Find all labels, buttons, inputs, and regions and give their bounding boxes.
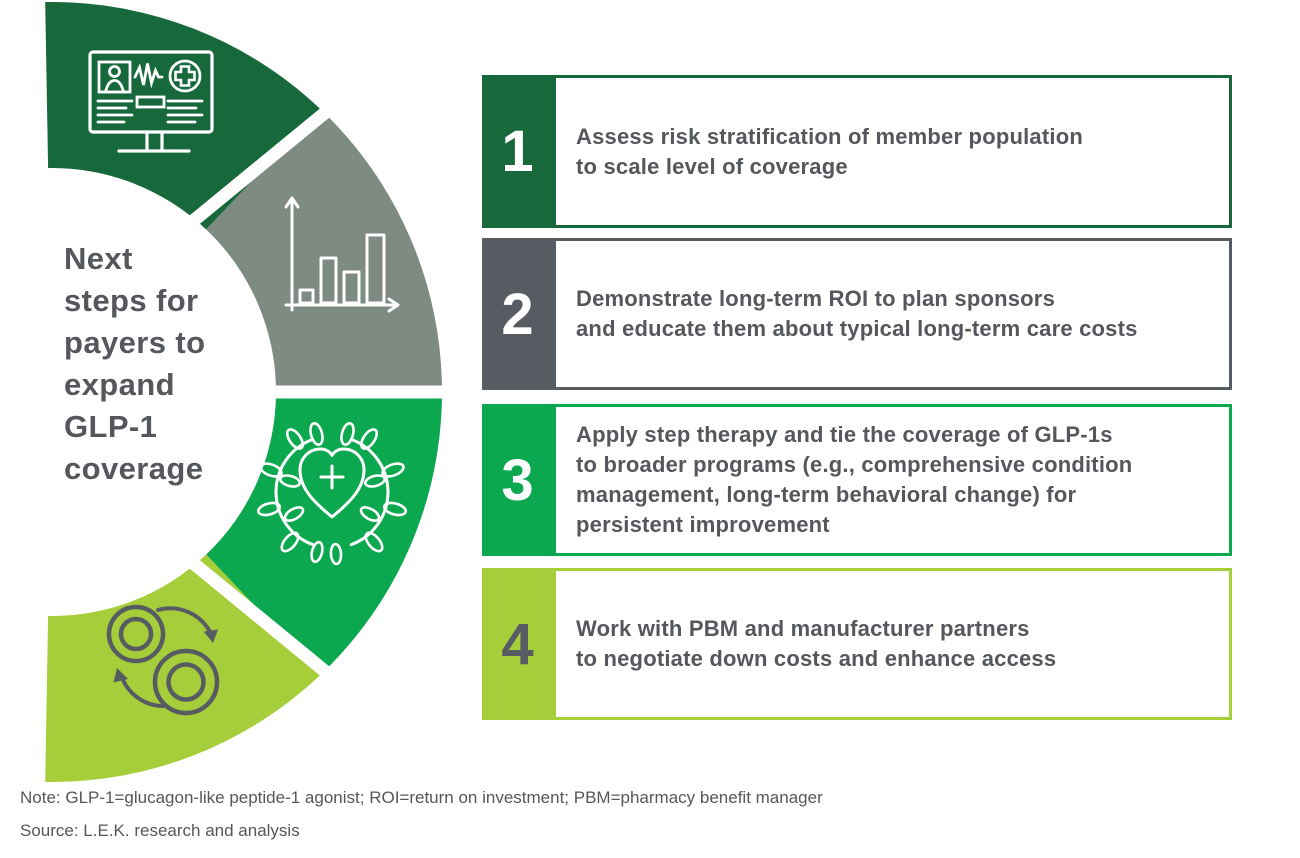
step-row-1: 1 Assess risk stratification of member p… [482, 75, 1232, 228]
step-row-2: 2 Demonstrate long-term ROI to plan spon… [482, 238, 1232, 390]
step-3-number-badge: 3 [482, 404, 553, 556]
ring-title: Next steps for payers to expand GLP-1 co… [64, 241, 206, 486]
step-4-text: Work with PBM and manufacturer partners … [576, 616, 1057, 671]
source-note: Source: L.E.K. research and analysis [20, 821, 300, 840]
step-1-text: Assess risk stratification of member pop… [576, 123, 1083, 179]
footnote: Note: GLP-1=glucagon-like peptide-1 agon… [20, 788, 823, 807]
step-3-box: Apply step therapy and tie the coverage … [553, 404, 1232, 556]
step-4-box: Work with PBM and manufacturer partners … [553, 568, 1232, 720]
step-2-box: Demonstrate long-term ROI to plan sponso… [553, 238, 1232, 390]
step-row-4: 4 Work with PBM and manufacturer partner… [482, 568, 1232, 720]
step-3-text: Apply step therapy and tie the coverage … [576, 422, 1133, 537]
step-2-text: Demonstrate long-term ROI to plan sponso… [576, 286, 1138, 341]
step-1-box: Assess risk stratification of member pop… [553, 75, 1232, 228]
segment-gaps [182, 101, 452, 683]
ring-segment-2 [206, 109, 442, 392]
step-1-number-badge: 1 [482, 75, 553, 228]
segmented-ring-graphic [45, 2, 452, 782]
step-4-number-badge: 4 [482, 568, 553, 720]
renewal-cycle-icon [106, 604, 220, 716]
footer: Note: GLP-1=glucagon-like peptide-1 agon… [20, 786, 823, 843]
health-record-monitor-icon [88, 50, 214, 153]
step-row-3: 3 Apply step therapy and tie the coverag… [482, 404, 1232, 556]
heart-wellness-wreath-icon [256, 421, 408, 566]
step-2-number-badge: 2 [482, 238, 553, 390]
bar-chart-growth-icon [284, 196, 400, 313]
